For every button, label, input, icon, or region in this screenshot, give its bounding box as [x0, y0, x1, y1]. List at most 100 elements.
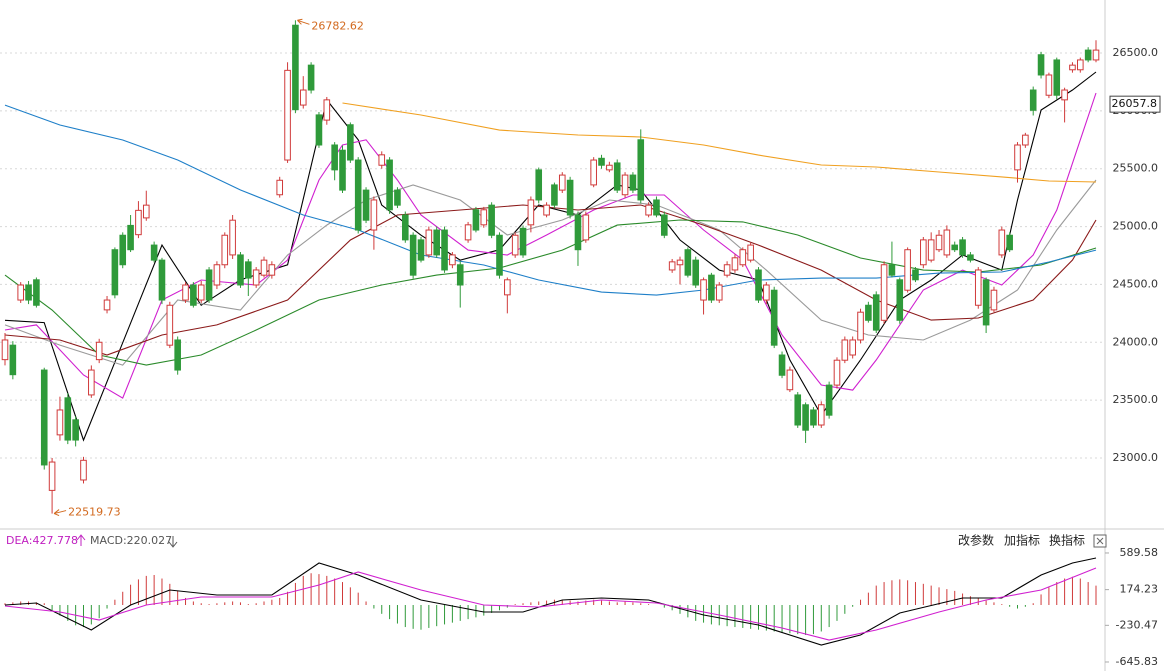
candle-body	[174, 339, 181, 371]
candle-body	[904, 249, 911, 291]
y-tick-label: 23500.0	[1113, 393, 1159, 406]
candle-body	[292, 24, 299, 111]
candle-body	[245, 261, 252, 279]
candle-body	[543, 204, 550, 216]
candle-body	[715, 284, 723, 301]
candle-body	[606, 164, 613, 171]
candle-body	[56, 409, 64, 436]
candle-body	[323, 99, 331, 121]
macd-line	[4, 567, 1097, 641]
candle-body	[33, 279, 40, 306]
candle-body	[825, 384, 833, 416]
candle-body	[80, 459, 87, 481]
candle-body	[661, 214, 668, 236]
price-tag: 26057.8	[1112, 97, 1158, 110]
candle-body	[142, 204, 150, 219]
candle-body	[378, 154, 386, 166]
candle-body	[700, 279, 707, 301]
close-button[interactable]	[1093, 534, 1107, 548]
candle-body	[1022, 134, 1029, 146]
candle-body	[817, 404, 825, 426]
candle-body	[974, 269, 982, 306]
y-tick-label: -645.83	[1116, 655, 1158, 668]
candle-body	[802, 404, 809, 431]
candle-body	[739, 249, 747, 266]
candle-body	[480, 209, 488, 226]
candle-body	[880, 264, 888, 321]
candle-body	[527, 199, 535, 226]
candle-body	[558, 174, 566, 191]
candle-body	[158, 259, 166, 301]
candle-body	[849, 339, 856, 356]
candle-body	[794, 394, 802, 426]
candle-body	[17, 284, 24, 301]
candle-body	[998, 229, 1006, 256]
candle-body	[912, 269, 919, 281]
candle-body	[967, 254, 974, 261]
candle-body	[872, 294, 880, 331]
candle-body	[48, 461, 56, 491]
macd-line	[4, 557, 1097, 646]
candle-body	[1029, 89, 1037, 111]
moving-average-line	[4, 92, 1097, 399]
candle-body	[449, 254, 456, 266]
candle-body	[237, 254, 244, 286]
candle-body	[731, 257, 739, 271]
candle-body	[582, 214, 590, 241]
candle-body	[394, 189, 401, 206]
candle-body	[276, 179, 284, 196]
candle-body	[574, 214, 582, 251]
candle-body	[935, 234, 943, 251]
settings-button[interactable]: 改参数	[958, 533, 994, 548]
candle-body	[959, 239, 966, 256]
add-indicator-button[interactable]: 加指标	[1004, 533, 1040, 548]
y-tick-label: 26500.0	[1113, 46, 1159, 59]
candle-body	[598, 157, 605, 166]
candle-body	[111, 249, 119, 296]
candle-body	[566, 179, 574, 216]
candle-body	[747, 244, 754, 261]
candle-body	[417, 239, 425, 261]
candle-body	[150, 244, 158, 261]
y-tick-label: 589.58	[1120, 546, 1159, 559]
candle-body	[990, 289, 998, 311]
moving-average-line	[4, 179, 1097, 366]
candle-body	[9, 344, 17, 376]
candle-body	[496, 234, 503, 276]
candle-body	[213, 264, 221, 286]
candle-body	[103, 299, 111, 311]
candle-body	[190, 284, 197, 306]
up-arrow-icon	[76, 534, 86, 546]
candle-body	[629, 174, 637, 191]
candle-body	[723, 264, 731, 276]
candle-body	[221, 234, 229, 266]
down-arrow-icon	[168, 536, 178, 548]
candle-body	[25, 284, 32, 301]
candle-body	[166, 304, 174, 346]
candle-body	[1006, 234, 1013, 251]
moving-average-line	[4, 104, 1097, 296]
candle-body	[1061, 89, 1068, 101]
candle-body	[472, 209, 480, 231]
candle-body	[1084, 49, 1092, 61]
annotation-arrow	[53, 509, 67, 517]
close-x[interactable]	[1096, 537, 1104, 545]
candle-body	[315, 114, 323, 146]
candle-body	[1037, 54, 1045, 76]
candle-body	[1053, 59, 1061, 96]
y-tick-label: 25500.0	[1113, 162, 1159, 175]
candle-body	[64, 397, 72, 441]
candle-body	[896, 279, 904, 321]
candle-body	[299, 89, 307, 106]
candle-body	[182, 284, 189, 301]
candle-body	[401, 214, 409, 241]
y-tick-label: 174.23	[1120, 583, 1159, 596]
y-tick-label: 24500.0	[1113, 277, 1159, 290]
candle-body	[72, 419, 79, 441]
candle-body	[927, 239, 935, 261]
candle-body	[951, 244, 959, 251]
candle-body	[645, 204, 652, 216]
candle-body	[676, 259, 684, 266]
switch-indicator-button[interactable]: 换指标	[1049, 533, 1085, 548]
